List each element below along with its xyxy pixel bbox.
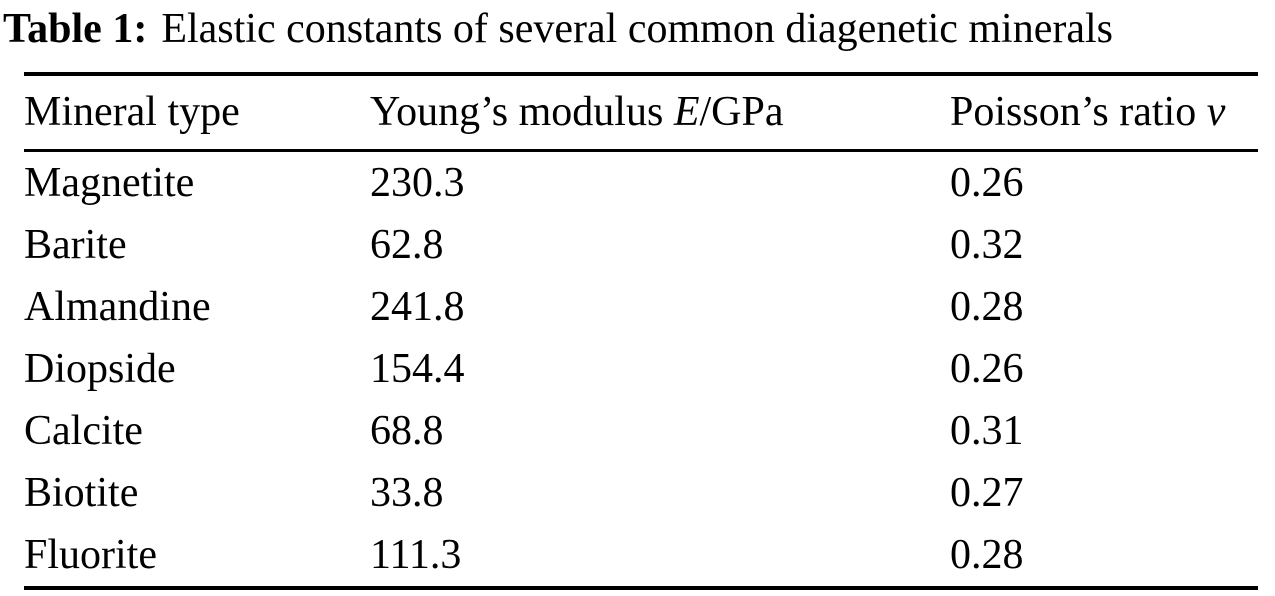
table-row: Fluorite 111.3 0.28 (24, 524, 1258, 588)
table-row: Barite 62.8 0.32 (24, 214, 1258, 276)
poissons-ratio-cell: 0.26 (950, 345, 1024, 392)
mineral-cell: Diopside (24, 345, 176, 392)
poissons-ratio-cell: 0.27 (950, 469, 1024, 516)
youngs-modulus-cell: 33.8 (370, 469, 444, 516)
table-row: Diopside 154.4 0.26 (24, 338, 1258, 400)
youngs-modulus-cell: 68.8 (370, 407, 444, 454)
table-row: Almandine 241.8 0.28 (24, 276, 1258, 338)
poissons-ratio-cell: 0.28 (950, 283, 1024, 330)
column-header-poissons-ratio: Poisson’s ratio ν (950, 73, 1258, 152)
mineral-cell: Almandine (24, 283, 211, 330)
table-caption: Table 1: Elastic constants of several com… (0, 0, 1275, 55)
youngs-modulus-cell: 230.3 (370, 159, 465, 206)
table-row: Magnetite 230.3 0.26 (24, 150, 1258, 214)
table-caption-text: Elastic constants of several common diag… (161, 6, 1114, 52)
elastic-constants-table: Mineral type Young’s modulus E/GPa Poiss… (24, 71, 1258, 590)
table-row: Biotite 33.8 0.27 (24, 462, 1258, 524)
poissons-ratio-cell: 0.26 (950, 159, 1024, 206)
mineral-cell: Biotite (24, 469, 139, 516)
poissons-ratio-cell: 0.28 (950, 531, 1024, 578)
mineral-cell: Calcite (24, 407, 143, 454)
mineral-cell: Magnetite (24, 159, 195, 206)
youngs-modulus-cell: 111.3 (370, 531, 462, 578)
column-header-youngs-modulus: Young’s modulus E/GPa (370, 73, 950, 152)
mineral-cell: Barite (24, 221, 127, 268)
table-caption-label: Table 1: (3, 6, 148, 52)
youngs-modulus-symbol: E (673, 89, 700, 136)
mineral-cell: Fluorite (24, 531, 157, 578)
youngs-modulus-cell: 241.8 (370, 283, 465, 330)
poissons-ratio-symbol: ν (1206, 89, 1226, 136)
table-header-row: Mineral type Young’s modulus E/GPa Poiss… (24, 73, 1258, 152)
youngs-modulus-cell: 62.8 (370, 221, 444, 268)
poissons-ratio-cell: 0.31 (950, 407, 1024, 454)
youngs-modulus-cell: 154.4 (370, 345, 465, 392)
poissons-ratio-cell: 0.32 (950, 221, 1024, 268)
table-row: Calcite 68.8 0.31 (24, 400, 1258, 462)
column-header-mineral-type: Mineral type (24, 73, 370, 152)
